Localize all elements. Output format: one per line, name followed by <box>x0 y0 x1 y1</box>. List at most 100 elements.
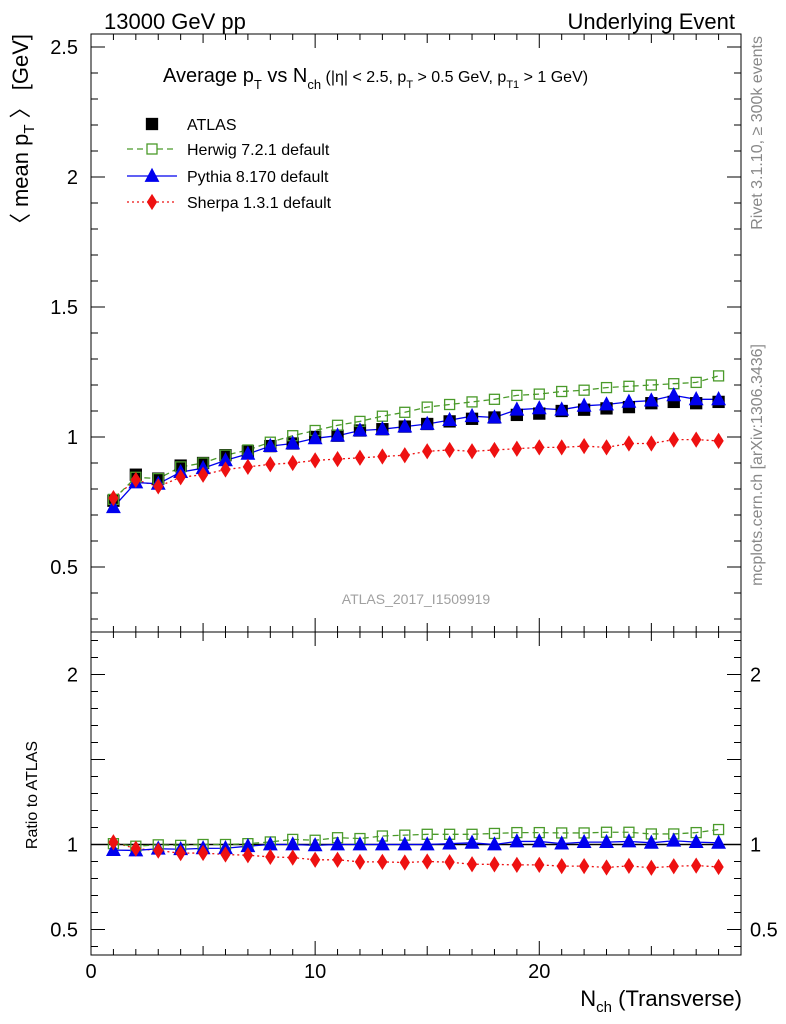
herwig-line <box>112 375 719 500</box>
herwig-point <box>533 388 545 400</box>
pythia-point <box>509 401 525 416</box>
x-tick-label: 10 <box>304 961 326 983</box>
main-y-tick-label: 0.5 <box>50 557 78 579</box>
plot-title: Average pT vs Nch (|η| < 2.5, pT > 0.5 G… <box>163 65 588 92</box>
sherpa-point <box>578 437 590 455</box>
herwig-point <box>466 396 478 408</box>
ratio-sherpa-point <box>489 856 500 873</box>
ratio-y-tick-label-left: 0.5 <box>50 920 78 942</box>
ratio-sherpa-point <box>153 842 164 859</box>
ratio-sherpa-line <box>113 841 719 869</box>
ratio-sherpa-point <box>108 834 119 851</box>
sherpa-point <box>466 443 478 460</box>
ratio-pythia-point <box>554 835 570 850</box>
ratio-sherpa-point <box>713 858 724 876</box>
pythia-point <box>330 427 345 442</box>
legend-marker-herwig <box>146 143 158 155</box>
x-axis-label: Nch (Transverse) <box>580 986 742 1016</box>
pythia-point <box>464 407 480 423</box>
pythia-point <box>374 420 390 436</box>
sherpa-point <box>601 439 612 456</box>
main-y-tick-label: 2 <box>67 167 78 189</box>
sherpa-point <box>175 469 186 486</box>
pythia-point <box>688 391 704 406</box>
header-right: Underlying Event <box>567 9 735 34</box>
legend-label-atlas: ATLAS <box>187 117 237 134</box>
ratio-sherpa-point <box>511 856 523 874</box>
herwig-point <box>511 389 523 402</box>
ratio-sherpa-point <box>466 856 478 873</box>
ratio-sherpa-point <box>332 851 343 868</box>
ratio-sherpa-point <box>556 857 567 875</box>
ratio-sherpa-point <box>287 849 298 866</box>
pythia-point <box>643 392 659 407</box>
main-y-tick-label: 1.5 <box>50 297 78 319</box>
herwig-point <box>623 380 635 392</box>
ratio-y-tick-label-right: 0.5 <box>750 920 778 942</box>
ratio-sherpa-point <box>265 848 276 866</box>
pythia-point <box>262 437 278 452</box>
sherpa-point <box>377 448 388 465</box>
ratio-sherpa-point <box>399 854 410 871</box>
pythia-point <box>554 401 570 416</box>
sherpa-point <box>489 441 500 459</box>
ratio-pythia-point <box>419 836 435 851</box>
header-left: 13000 GeV pp <box>104 9 246 34</box>
ratio-y-tick-label-left: 1 <box>67 835 78 857</box>
herwig-point <box>556 385 568 398</box>
legend-label-pythia: Pythia 8.170 default <box>187 169 329 186</box>
ratio-y-tick-label-right: 2 <box>750 665 761 687</box>
ratio-pythia-point <box>487 836 502 851</box>
legend-marker-atlas <box>145 117 159 131</box>
sherpa-point <box>556 439 567 456</box>
ratio-sherpa-point <box>354 853 366 870</box>
herwig-point <box>578 384 590 396</box>
ratio-pythia-point <box>531 833 547 848</box>
sherpa-point <box>511 440 523 457</box>
ratio-pythia-point <box>464 834 480 849</box>
herwig-point <box>645 379 657 391</box>
ratio-sherpa-point <box>377 853 388 870</box>
ratio-sherpa-point <box>601 859 612 876</box>
pythia-point <box>576 397 592 412</box>
ratio-sherpa-point <box>668 858 679 875</box>
ratio-sherpa-point <box>691 857 702 874</box>
rivet-label: Rivet 3.1.10, ≥ 300k events <box>749 36 766 230</box>
sherpa-point <box>265 456 276 473</box>
sherpa-point <box>130 471 141 489</box>
pythia-point <box>442 411 458 426</box>
sherpa-point <box>534 439 545 456</box>
sherpa-point <box>108 489 119 507</box>
legend-marker-pythia <box>144 167 160 182</box>
ratio-pythia-point <box>442 835 458 850</box>
herwig-point <box>712 370 725 382</box>
sherpa-point <box>287 454 298 472</box>
herwig-point <box>443 398 456 411</box>
ratio-pythia-point <box>688 833 704 849</box>
main-y-tick-label: 1 <box>67 427 78 449</box>
sherpa-point <box>153 478 164 495</box>
pythia-point <box>397 418 413 433</box>
ratio-ylabel: Ratio to ATLAS <box>24 741 41 849</box>
ratio-y-tick-label-right: 1 <box>750 835 761 857</box>
legend-label-herwig: Herwig 7.2.1 default <box>187 142 330 159</box>
mcplots-label: mcplots.cern.ch [arXiv:1306.3436] <box>749 344 766 586</box>
ratio-pythia-point <box>374 836 390 851</box>
sherpa-point <box>354 449 366 466</box>
herwig-point <box>488 393 501 405</box>
herwig-point <box>600 381 613 394</box>
pythia-point <box>352 422 368 437</box>
ratio-sherpa-point <box>220 846 231 863</box>
pythia-point <box>621 393 637 408</box>
ratio-pythia-point <box>666 832 682 847</box>
ratio-pythia-point <box>599 833 614 849</box>
ratio-pythia-line <box>113 840 719 852</box>
ratio-sherpa-point <box>130 840 141 857</box>
ratio-pythia-point <box>397 836 413 851</box>
legend-label-sherpa: Sherpa 1.3.1 default <box>187 195 332 212</box>
pythia-point <box>711 391 727 406</box>
sherpa-point <box>309 452 321 469</box>
ratio-y-tick-label-left: 2 <box>67 665 78 687</box>
sherpa-point <box>623 435 635 452</box>
